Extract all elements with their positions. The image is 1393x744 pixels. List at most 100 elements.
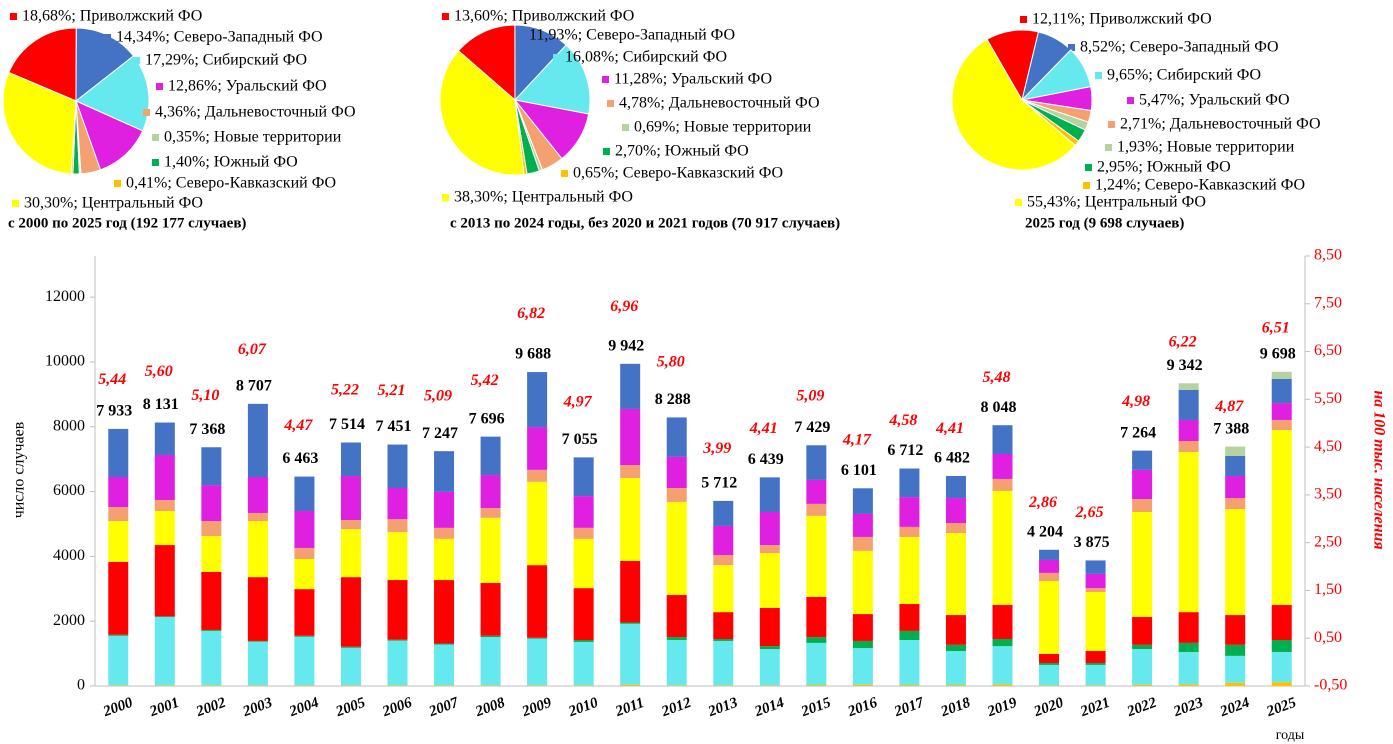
total-label: 6 101 [841,462,877,479]
rate-label: 4,97 [563,393,593,410]
bar-segment [387,519,408,533]
bar-segment [899,526,920,537]
total-label: 7 388 [1213,420,1249,437]
rate-label: 6,51 [1262,320,1290,337]
bar-segment [294,685,315,686]
rate-label: 4,87 [1214,398,1244,415]
rate-label: 4,41 [749,420,778,437]
bar-segment [620,408,641,466]
bar-segment [899,536,920,605]
x-tick-label: 2001 [147,695,182,721]
rate-label: 5,22 [331,381,359,398]
rate-label: 2,86 [1028,494,1057,511]
y-tick-label: 12000 [45,288,85,305]
y2-tick-label: 8,50 [1314,247,1342,264]
bar-segment [992,639,1013,647]
pie-title: с 2013 по 2024 годы, без 2020 и 2021 год… [450,215,840,231]
bar-segment [1039,685,1060,686]
label-marker [442,194,449,201]
x-tick-label: 2023 [1171,695,1206,721]
slice-label: 1,24%; Северо-Кавказский ФО [1095,177,1305,194]
label-marker [1127,97,1134,104]
bar-segment [247,476,268,513]
bar-segment [1085,685,1106,686]
bar-segment [1178,684,1199,686]
label-marker [517,32,524,39]
bar-segment [201,535,222,572]
bar-segment [480,508,501,518]
bar-segment [294,589,315,636]
bar-segment [992,478,1013,491]
bar-segment [806,445,827,480]
x-tick-label: 2007 [426,695,461,721]
slice-label: 38,30%; Центральный ФО [454,189,633,206]
bar-segment [1132,450,1153,470]
bar-segment [666,417,687,457]
bar-segment [992,425,1013,454]
bar-segment [806,503,827,516]
total-label: 6 463 [282,450,318,467]
total-label: 8 131 [143,396,179,413]
bar-segment [945,498,966,524]
bar-segment [1271,604,1292,640]
x-tick-label: 2011 [613,695,647,720]
y-tick-label: 6000 [53,482,85,499]
total-label: 7 451 [376,418,412,435]
x-tick-label: 2019 [985,695,1020,721]
bar-segment [108,507,129,522]
label-marker [1095,72,1102,79]
bar-segment [340,685,361,686]
bar-segment [1132,469,1153,500]
bar-segment [759,545,780,554]
bar-segment [620,477,641,561]
bar-segment [527,638,548,686]
bar-segment [573,685,594,686]
bar-segment [666,501,687,595]
slice-label: 1,40%; Южный ФО [164,154,298,171]
bar-segment [1039,572,1060,582]
y-tick-label: 0 [77,677,85,694]
total-label: 7 696 [469,410,505,427]
x-tick-label: 2003 [240,695,275,721]
bar-segment [108,685,129,686]
bar-segment [527,372,548,428]
x-tick-label: 2000 [100,695,135,721]
x-tick-label: 2013 [705,695,740,721]
bar-segment [434,527,455,539]
bar-segment [620,560,641,623]
bar-segment [713,639,734,641]
bar-segment [945,644,966,652]
slice-label: 2,71%; Дальневосточный ФО [1120,116,1321,133]
bar-segment [154,500,175,512]
rate-label: 2,65 [1075,504,1104,521]
bar-segment [434,580,455,644]
y2-tick-label: 7,50 [1314,294,1342,311]
bar-segment [480,517,501,583]
total-label: 7 429 [794,419,830,436]
label-marker [10,13,17,20]
bar-segment [201,685,222,686]
bar-segment [759,477,780,512]
bar-segment [713,685,734,686]
bar-segment [1039,559,1060,573]
x-tick-label: 2025 [1264,695,1299,721]
label-marker [1085,164,1092,171]
label-marker [1068,44,1075,51]
bar-segment [1271,419,1292,431]
x-tick-label: 2017 [891,695,926,721]
x-tick-label: 2015 [798,695,833,721]
bar-segment [154,454,175,501]
bar-segment [1178,651,1199,685]
bar-segment [992,646,1013,685]
bar-segment [1132,649,1153,685]
bar-segment [1132,684,1153,686]
rate-label: 5,21 [378,382,406,399]
slice-label: 55,43%; Центральный ФО [1027,194,1206,211]
slice-label: 8,52%; Северо-Западный ФО [1080,39,1279,56]
x-tick-label: 2022 [1124,695,1159,721]
bar-segment [1271,403,1292,420]
bar-segment [1039,664,1060,686]
total-label: 9 698 [1260,345,1296,362]
bar-segment [1271,378,1292,404]
slice-label: 4,36%; Дальневосточный ФО [155,104,356,121]
